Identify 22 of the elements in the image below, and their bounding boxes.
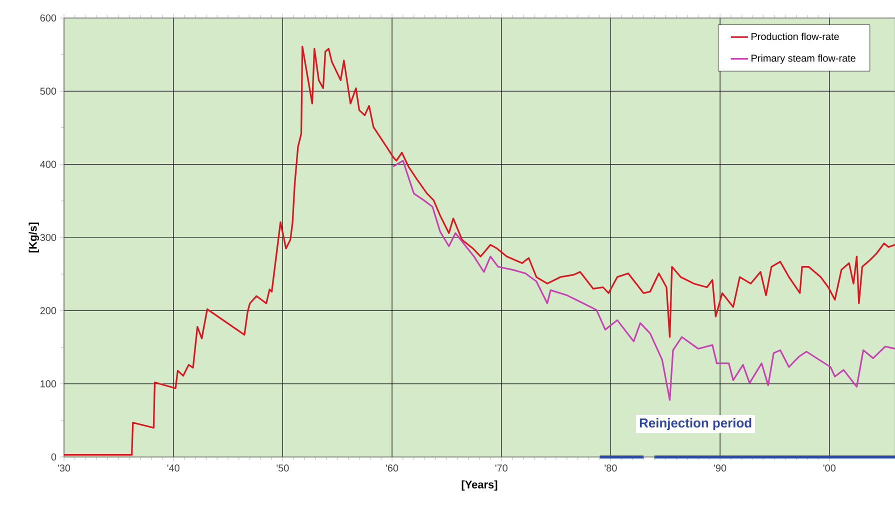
annotation: Reinjection period [640, 418, 752, 430]
y-axis-title: [Kg/s] [28, 222, 40, 252]
legend-label: Primary steam flow-rate [752, 54, 856, 64]
x-tick-label: '30 [58, 464, 70, 472]
y-tick-label: 500 [40, 88, 56, 95]
y-tick-label: 100 [40, 380, 56, 388]
x-tick-label: '90 [714, 464, 726, 472]
line-series [63, 46, 895, 456]
legend-label: Production flow-rate [752, 32, 839, 40]
x-tick-label: '50 [276, 464, 289, 472]
x-tick-label: '80 [604, 464, 617, 472]
y-tick-label: 400 [40, 160, 56, 168]
x-tick-label: '00 [823, 464, 836, 472]
y-tick-label: 0 [51, 453, 56, 461]
y-tick-label: 200 [40, 307, 56, 314]
x-axis-title: [Years] [462, 480, 498, 491]
x-tick-label: '40 [167, 464, 180, 472]
line-series [392, 160, 895, 401]
x-tick-label: '60 [386, 464, 398, 472]
y-tick-label: 600 [40, 14, 56, 22]
x-tick-label: '70 [495, 464, 508, 472]
y-tick-label: 300 [40, 234, 56, 242]
